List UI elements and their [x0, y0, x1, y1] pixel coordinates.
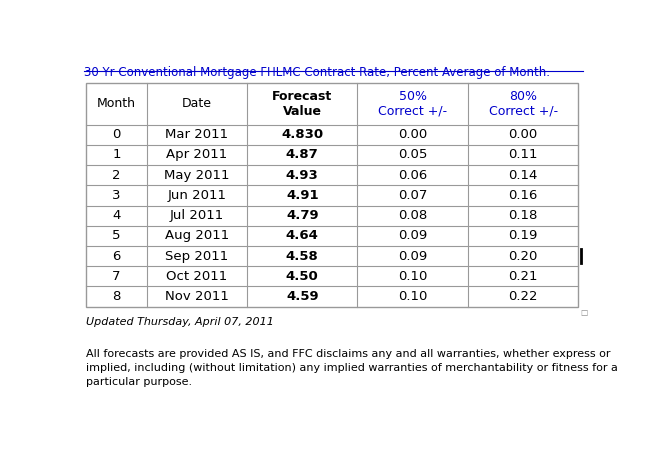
Text: 0.22: 0.22	[508, 290, 538, 303]
Text: May 2011: May 2011	[164, 168, 230, 182]
Text: 0.20: 0.20	[508, 249, 538, 263]
Text: All forecasts are provided AS IS, and FFC disclaims any and all warranties, whet: All forecasts are provided AS IS, and FF…	[87, 349, 618, 387]
Text: 8: 8	[113, 290, 120, 303]
Text: 6: 6	[113, 249, 120, 263]
Text: 4: 4	[113, 209, 120, 222]
Text: 4.59: 4.59	[286, 290, 318, 303]
Text: 0.19: 0.19	[508, 229, 538, 242]
Text: 4.58: 4.58	[286, 249, 318, 263]
Text: Nov 2011: Nov 2011	[165, 290, 229, 303]
Text: 0.18: 0.18	[508, 209, 538, 222]
Text: 0.14: 0.14	[508, 168, 538, 182]
Text: Month: Month	[97, 97, 136, 110]
Text: 0.16: 0.16	[508, 189, 538, 202]
Text: 4.64: 4.64	[286, 229, 319, 242]
Text: 0.11: 0.11	[508, 148, 538, 161]
Text: Forecast
Value: Forecast Value	[272, 90, 333, 118]
Text: 50%
Correct +/-: 50% Correct +/-	[378, 90, 447, 118]
Text: 4.93: 4.93	[286, 168, 318, 182]
Text: Apr 2011: Apr 2011	[166, 148, 227, 161]
Text: Oct 2011: Oct 2011	[166, 270, 227, 283]
Text: 4.87: 4.87	[286, 148, 318, 161]
Text: Jun 2011: Jun 2011	[167, 189, 227, 202]
Text: Sep 2011: Sep 2011	[165, 249, 229, 263]
Text: 80%
Correct +/-: 80% Correct +/-	[488, 90, 558, 118]
Text: 2: 2	[112, 168, 121, 182]
Text: 0.21: 0.21	[508, 270, 538, 283]
Text: 0.00: 0.00	[508, 128, 538, 141]
Text: Aug 2011: Aug 2011	[165, 229, 229, 242]
Text: 0.10: 0.10	[398, 290, 427, 303]
Text: 0: 0	[113, 128, 120, 141]
Text: Jul 2011: Jul 2011	[170, 209, 224, 222]
Text: 0.09: 0.09	[398, 249, 427, 263]
Text: 0.06: 0.06	[398, 168, 427, 182]
Text: 4.830: 4.830	[281, 128, 324, 141]
Text: Mar 2011: Mar 2011	[165, 128, 229, 141]
Text: 3: 3	[112, 189, 121, 202]
Text: 4.79: 4.79	[286, 209, 318, 222]
Text: 5: 5	[112, 229, 121, 242]
Text: 0.00: 0.00	[398, 128, 427, 141]
Text: Date: Date	[182, 97, 212, 110]
Text: □: □	[580, 307, 587, 317]
Text: 4.91: 4.91	[286, 189, 318, 202]
Text: 0.10: 0.10	[398, 270, 427, 283]
Text: 7: 7	[112, 270, 121, 283]
Text: 0.09: 0.09	[398, 229, 427, 242]
Text: 30 Yr Conventional Mortgage FHLMC Contract Rate, Percent Average of Month.: 30 Yr Conventional Mortgage FHLMC Contra…	[84, 66, 550, 79]
Text: 4.50: 4.50	[286, 270, 318, 283]
Text: 0.07: 0.07	[398, 189, 427, 202]
Text: 0.08: 0.08	[398, 209, 427, 222]
Text: 1: 1	[112, 148, 121, 161]
Text: Updated Thursday, April 07, 2011: Updated Thursday, April 07, 2011	[87, 317, 274, 327]
Text: 0.05: 0.05	[398, 148, 427, 161]
